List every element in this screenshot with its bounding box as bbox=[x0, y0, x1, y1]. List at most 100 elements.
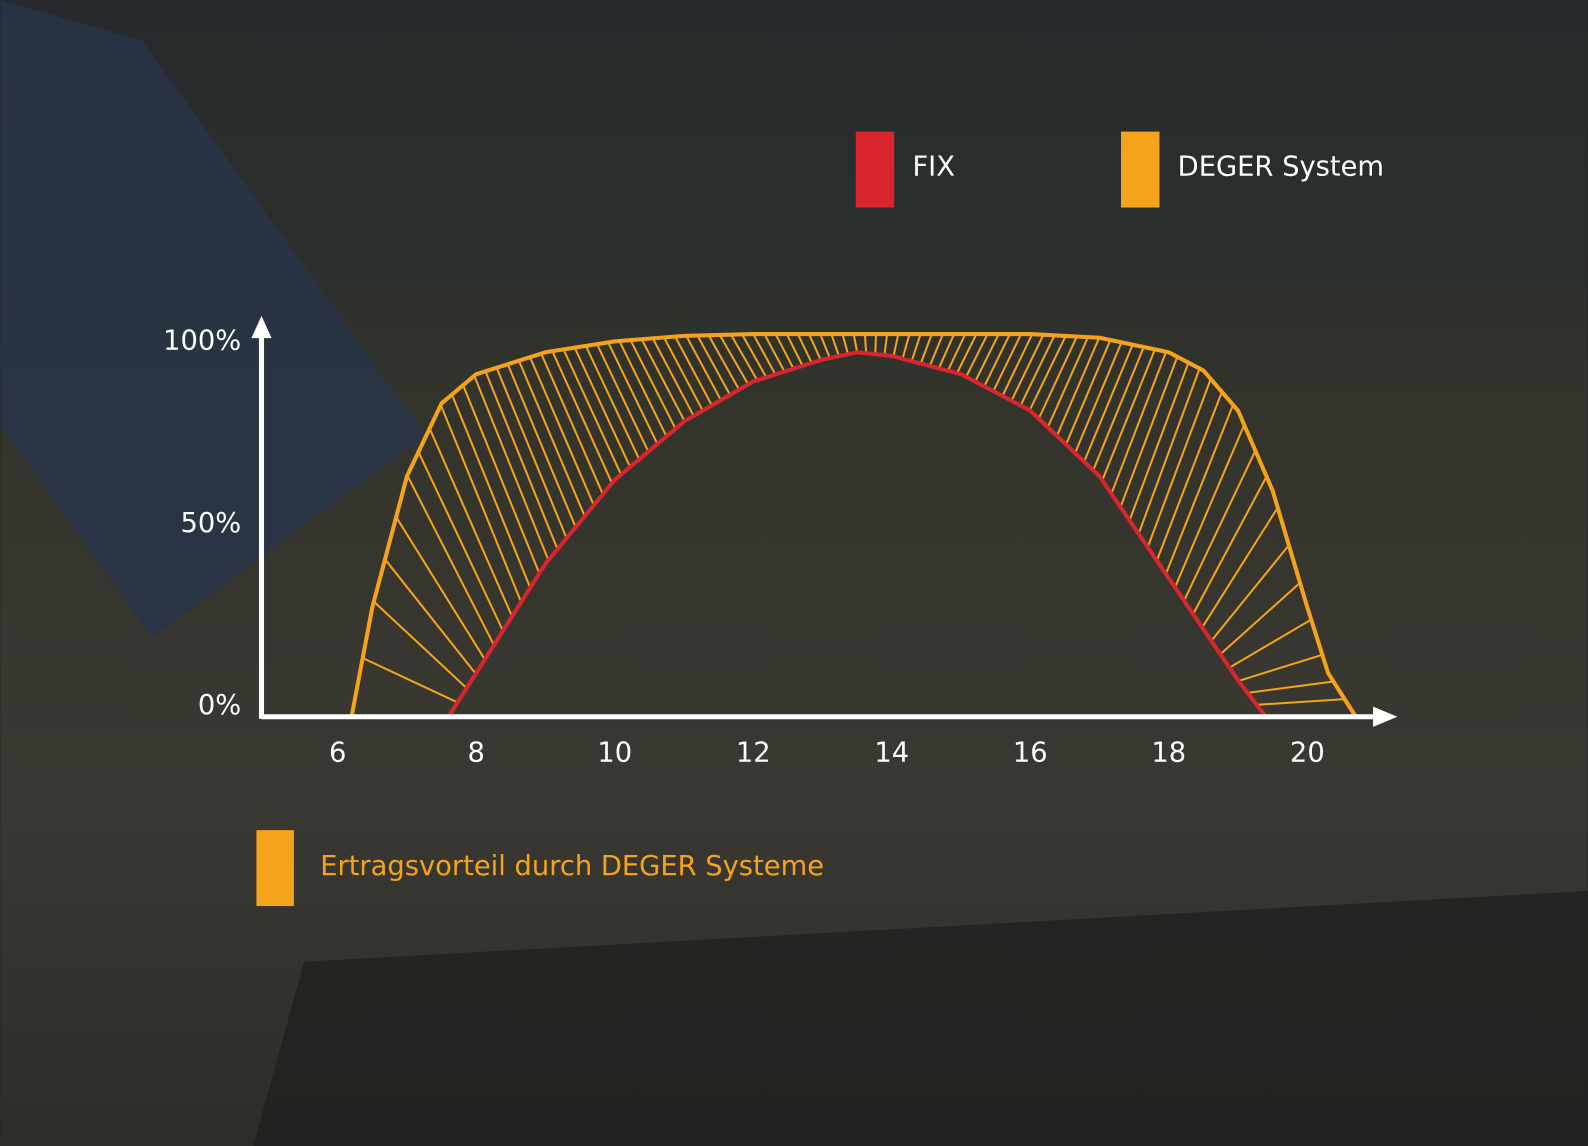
hatch-line bbox=[685, 335, 722, 401]
hatch-line bbox=[852, 333, 859, 353]
x-tick-label: 10 bbox=[597, 738, 632, 769]
hatch-line bbox=[506, 363, 577, 528]
legend-swatch bbox=[1120, 131, 1160, 208]
hatch-line bbox=[741, 333, 768, 378]
hatch-line bbox=[406, 474, 495, 646]
hatch-line bbox=[841, 333, 850, 355]
hatch-line bbox=[1065, 339, 1112, 445]
y-axis-arrow bbox=[251, 315, 272, 339]
hatch-line bbox=[651, 337, 695, 417]
advantage-swatch bbox=[256, 830, 294, 907]
hatch-line bbox=[1001, 333, 1034, 397]
hatch-line bbox=[551, 350, 613, 484]
hatch-line bbox=[919, 333, 933, 364]
hatch-line bbox=[1192, 476, 1268, 615]
x-tick-label: 8 bbox=[468, 738, 485, 769]
hatch-line bbox=[874, 334, 878, 355]
hatch-line bbox=[1110, 351, 1168, 495]
hatch-line bbox=[752, 333, 777, 375]
x-tick-label: 16 bbox=[1013, 738, 1048, 769]
hatch-group bbox=[362, 333, 1345, 706]
legend-label: DEGER System bbox=[1178, 152, 1384, 183]
hatch-line bbox=[1101, 349, 1156, 481]
hatch-line bbox=[362, 657, 459, 704]
hatch-line bbox=[451, 394, 532, 589]
x-tick-label: 20 bbox=[1290, 738, 1325, 769]
hatch-line bbox=[596, 343, 650, 453]
hatch-line bbox=[718, 334, 750, 385]
hatch-line bbox=[562, 349, 622, 475]
x-tick-label: 18 bbox=[1151, 738, 1186, 769]
hatch-line bbox=[1119, 356, 1179, 508]
shadow-decoration bbox=[253, 890, 1588, 1146]
hatch-line bbox=[373, 600, 468, 689]
hatch-line bbox=[928, 333, 944, 367]
hatch-line bbox=[629, 339, 677, 430]
panel-decoration bbox=[0, 0, 426, 638]
x-tick-label: 6 bbox=[329, 738, 346, 769]
hatch-line bbox=[640, 338, 686, 422]
hatch-line bbox=[517, 360, 586, 517]
hatch-line bbox=[1201, 507, 1279, 629]
hatch-line bbox=[428, 428, 513, 617]
hatch-line bbox=[763, 333, 786, 373]
hatch-line bbox=[1238, 653, 1323, 682]
hatch-line bbox=[974, 333, 1000, 383]
hatch-line bbox=[707, 334, 740, 391]
x-tick-label: 12 bbox=[736, 738, 771, 769]
hatch-line bbox=[892, 333, 900, 357]
series-line bbox=[349, 332, 1358, 718]
hatch-line bbox=[439, 404, 523, 603]
hatch-line bbox=[1083, 344, 1134, 463]
hatch-line bbox=[1256, 698, 1345, 706]
hatch-line bbox=[573, 347, 632, 468]
hatch-line bbox=[947, 333, 967, 372]
hatch-line bbox=[910, 333, 922, 362]
hatch-line bbox=[863, 334, 868, 354]
hatch-line bbox=[1210, 544, 1290, 642]
hatch-line bbox=[584, 345, 641, 460]
series-line bbox=[446, 350, 1268, 718]
hatch-line bbox=[1228, 618, 1312, 669]
hatch-line bbox=[384, 558, 477, 675]
hatch-line bbox=[830, 333, 840, 357]
hatch-line bbox=[1137, 368, 1201, 535]
hatch-line bbox=[1028, 335, 1067, 411]
advantage-label: Ertragsvorteil durch DEGER Systeme bbox=[320, 851, 824, 882]
hatch-line bbox=[785, 333, 804, 367]
y-tick-label: 50% bbox=[180, 508, 241, 539]
hatch-line bbox=[956, 333, 978, 374]
hatch-line bbox=[1174, 424, 1246, 588]
hatch-line bbox=[1183, 450, 1257, 602]
hatch-line bbox=[529, 356, 595, 506]
legend-swatch bbox=[855, 131, 895, 208]
hatch-line bbox=[1092, 346, 1145, 471]
y-tick-label: 100% bbox=[163, 326, 241, 357]
hatch-line bbox=[1146, 378, 1212, 548]
y-tick-label: 0% bbox=[198, 690, 241, 721]
hatch-line bbox=[983, 333, 1011, 387]
hatch-line bbox=[965, 333, 989, 378]
hatch-line bbox=[730, 334, 759, 381]
hatch-line bbox=[473, 375, 550, 561]
hatch-line bbox=[395, 516, 486, 660]
hatch-line bbox=[1019, 334, 1056, 406]
legend-label: FIX bbox=[912, 152, 955, 183]
hatch-line bbox=[540, 353, 604, 495]
hatch-line bbox=[1155, 391, 1223, 561]
hatch-line bbox=[1164, 404, 1235, 575]
hatch-line bbox=[674, 336, 713, 406]
hatch-line bbox=[1046, 336, 1089, 428]
hatch-line bbox=[495, 367, 568, 539]
hatch-line bbox=[1219, 582, 1301, 655]
x-tick-label: 14 bbox=[874, 738, 909, 769]
hatch-line bbox=[1247, 680, 1334, 694]
hatch-line bbox=[819, 333, 831, 359]
hatch-line bbox=[696, 335, 731, 396]
hatch-line bbox=[462, 384, 541, 574]
hatch-line bbox=[1037, 336, 1078, 420]
hatch-line bbox=[883, 333, 889, 356]
hatch-line bbox=[663, 337, 704, 412]
